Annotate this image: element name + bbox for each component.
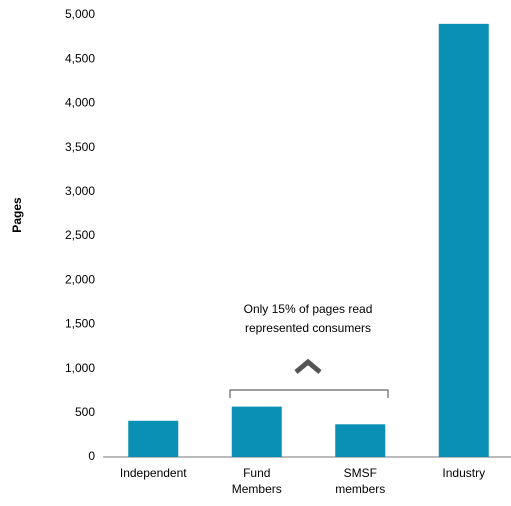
bracket [229, 389, 389, 398]
bar [231, 406, 282, 457]
x-tick-label: SMSF members [335, 466, 386, 496]
chevron [294, 358, 322, 374]
y-tick-label: 500 [75, 405, 95, 419]
bar [438, 23, 489, 458]
bar [335, 424, 386, 457]
annotation: Only 15% of pages read represented consu… [243, 302, 373, 335]
y-tick-label: 2,500 [65, 228, 95, 242]
bar [128, 420, 179, 457]
y-tick-label: 1,500 [65, 317, 95, 331]
x-tick-label: Fund Members [231, 466, 282, 496]
y-tick-label: 1,000 [65, 361, 95, 375]
y-axis-label: Pages [10, 197, 24, 233]
x-tick-label: Independent [119, 466, 187, 480]
y-tick-label: 3,500 [65, 140, 95, 154]
y-tick-label: 3,000 [65, 184, 95, 198]
y-tick-label: 4,500 [65, 51, 95, 65]
y-tick-label: 5,000 [65, 7, 95, 21]
y-tick-label: 2,000 [65, 272, 95, 286]
y-tick-label: 0 [88, 449, 95, 463]
y-tick-label: 4,000 [65, 96, 95, 110]
x-tick-label: Industry [442, 466, 486, 480]
